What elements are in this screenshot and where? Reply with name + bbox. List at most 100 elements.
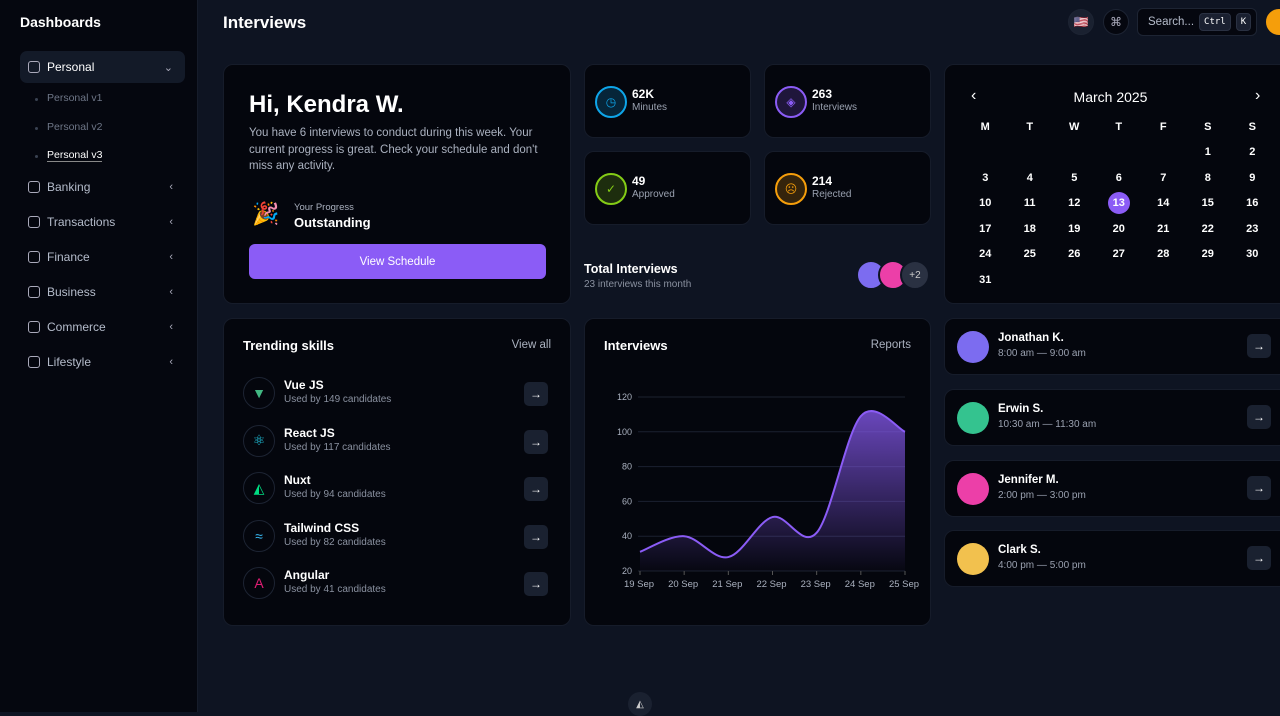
calendar-day[interactable]: 6	[1097, 165, 1142, 191]
arrow-right-button[interactable]: →	[1247, 476, 1271, 500]
sidebar-item-banking[interactable]: Banking‹	[20, 171, 185, 203]
calendar-day[interactable]: 16	[1230, 191, 1275, 217]
sidebar-item-transactions[interactable]: Transactions‹	[20, 206, 185, 238]
x-tick-label: 19 Sep	[624, 579, 654, 590]
arrow-right-button[interactable]: →	[524, 382, 548, 406]
calendar-day[interactable]: 5	[1052, 165, 1097, 191]
day-number: 16	[1246, 197, 1258, 209]
calendar-day[interactable]: 25	[1008, 242, 1053, 268]
day-number: 19	[1068, 223, 1080, 235]
chevron-right-icon[interactable]: ›	[1255, 87, 1260, 105]
arrow-right-button[interactable]: →	[1247, 546, 1271, 570]
calendar-day[interactable]: 21	[1141, 216, 1186, 242]
calendar-day[interactable]: 26	[1052, 242, 1097, 268]
calendar-day[interactable]: 12	[1052, 191, 1097, 217]
calendar-day[interactable]: 9	[1230, 165, 1275, 191]
apps-grid-icon[interactable]: ⌘	[1103, 9, 1129, 35]
calendar-day[interactable]: 28	[1141, 242, 1186, 268]
day-number: 3	[982, 172, 988, 184]
view-schedule-button[interactable]: View Schedule	[249, 244, 546, 279]
calendar-day[interactable]: 15	[1186, 191, 1231, 217]
calendar-day[interactable]: 7	[1141, 165, 1186, 191]
sidebar-item-commerce[interactable]: Commerce‹	[20, 311, 185, 343]
total-interviews-title: Total Interviews	[584, 262, 678, 276]
arrow-right-button[interactable]: →	[524, 430, 548, 454]
weekday-label: M	[963, 114, 1008, 140]
x-tick-label: 22 Sep	[756, 579, 786, 590]
person-name: Jonathan K.	[998, 332, 1064, 344]
area-fill	[640, 411, 905, 571]
sidebar-subitem[interactable]: Personal v2	[47, 121, 102, 133]
empty-cell	[1141, 140, 1186, 166]
calendar-day[interactable]: 17	[963, 216, 1008, 242]
calendar-day[interactable]: 10	[963, 191, 1008, 217]
calendar-day[interactable]: 1	[1186, 140, 1231, 166]
calendar-day[interactable]: 14	[1141, 191, 1186, 217]
search-placeholder: Search...	[1148, 16, 1194, 28]
sidebar-subitem[interactable]: Personal v3	[47, 149, 102, 162]
calendar-day[interactable]: 20	[1097, 216, 1142, 242]
calendar-day[interactable]: 4	[1008, 165, 1053, 191]
calendar-day[interactable]: 29	[1186, 242, 1231, 268]
person-name: Clark S.	[998, 544, 1041, 556]
sidebar-subitem[interactable]: Personal v1	[47, 92, 102, 104]
party-popper-icon: 🎉	[252, 201, 279, 227]
calendar-day[interactable]: 23	[1230, 216, 1275, 242]
sidebar-item-lifestyle[interactable]: Lifestyle‹	[20, 346, 185, 378]
user-avatar[interactable]	[1266, 9, 1280, 35]
card-title: Trending skills	[243, 338, 334, 353]
calendar-day[interactable]: 30	[1230, 242, 1275, 268]
calendar-day[interactable]: 27	[1097, 242, 1142, 268]
calendar-day[interactable]: 3	[963, 165, 1008, 191]
greeting-title: Hi, Kendra W.	[249, 91, 404, 119]
day-number: 27	[1113, 248, 1125, 260]
calendar-day[interactable]: 2	[1230, 140, 1275, 166]
calendar-day[interactable]: 18	[1008, 216, 1053, 242]
calendar-day[interactable]: 22	[1186, 216, 1231, 242]
weekday-label: S	[1186, 114, 1231, 140]
stat-value: 214	[812, 174, 832, 188]
x-tick-label: 24 Sep	[845, 579, 875, 590]
arrow-right-button[interactable]: →	[524, 477, 548, 501]
more-avatars-badge[interactable]: +2	[900, 260, 930, 290]
sidebar-item-label: Banking	[47, 180, 90, 194]
weekday-label: W	[1052, 114, 1097, 140]
calendar-day[interactable]: 8	[1186, 165, 1231, 191]
skill-usage: Used by 41 candidates	[284, 584, 386, 595]
weekday-label: S	[1230, 114, 1275, 140]
calendar-day[interactable]: 13	[1097, 191, 1142, 217]
empty-cell	[1097, 140, 1142, 166]
angular-logo-icon: A	[243, 567, 275, 599]
page-title: Interviews	[223, 13, 306, 33]
day-number: 12	[1068, 197, 1080, 209]
view-all-link[interactable]: View all	[512, 339, 551, 351]
skill-usage: Used by 117 candidates	[284, 442, 391, 453]
day-number: 24	[979, 248, 991, 260]
y-tick-label: 100	[617, 427, 632, 437]
arrow-right-button[interactable]: →	[524, 572, 548, 596]
calendar-day[interactable]: 19	[1052, 216, 1097, 242]
arrow-right-button[interactable]: →	[1247, 334, 1271, 358]
calendar-day[interactable]: 11	[1008, 191, 1053, 217]
nuxt-logo-icon[interactable]: ◭	[628, 692, 652, 716]
greeting-card: Hi, Kendra W. You have 6 interviews to c…	[223, 64, 571, 304]
day-number: 30	[1246, 248, 1258, 260]
calendar-day[interactable]: 31	[963, 267, 1008, 293]
calendar-day[interactable]: 24	[963, 242, 1008, 268]
language-flag-icon[interactable]: 🇺🇸	[1068, 9, 1094, 35]
arrow-right-button[interactable]: →	[524, 525, 548, 549]
sidebar-item-finance[interactable]: Finance‹	[20, 241, 185, 273]
sidebar-item-personal[interactable]: Personal⌄	[20, 51, 185, 83]
sidebar-item-business[interactable]: Business‹	[20, 276, 185, 308]
building-icon	[28, 181, 40, 193]
arrow-right-button[interactable]: →	[1247, 405, 1271, 429]
clock-icon: ◷	[595, 86, 627, 118]
nuxt-logo-icon: ◭	[243, 472, 275, 504]
